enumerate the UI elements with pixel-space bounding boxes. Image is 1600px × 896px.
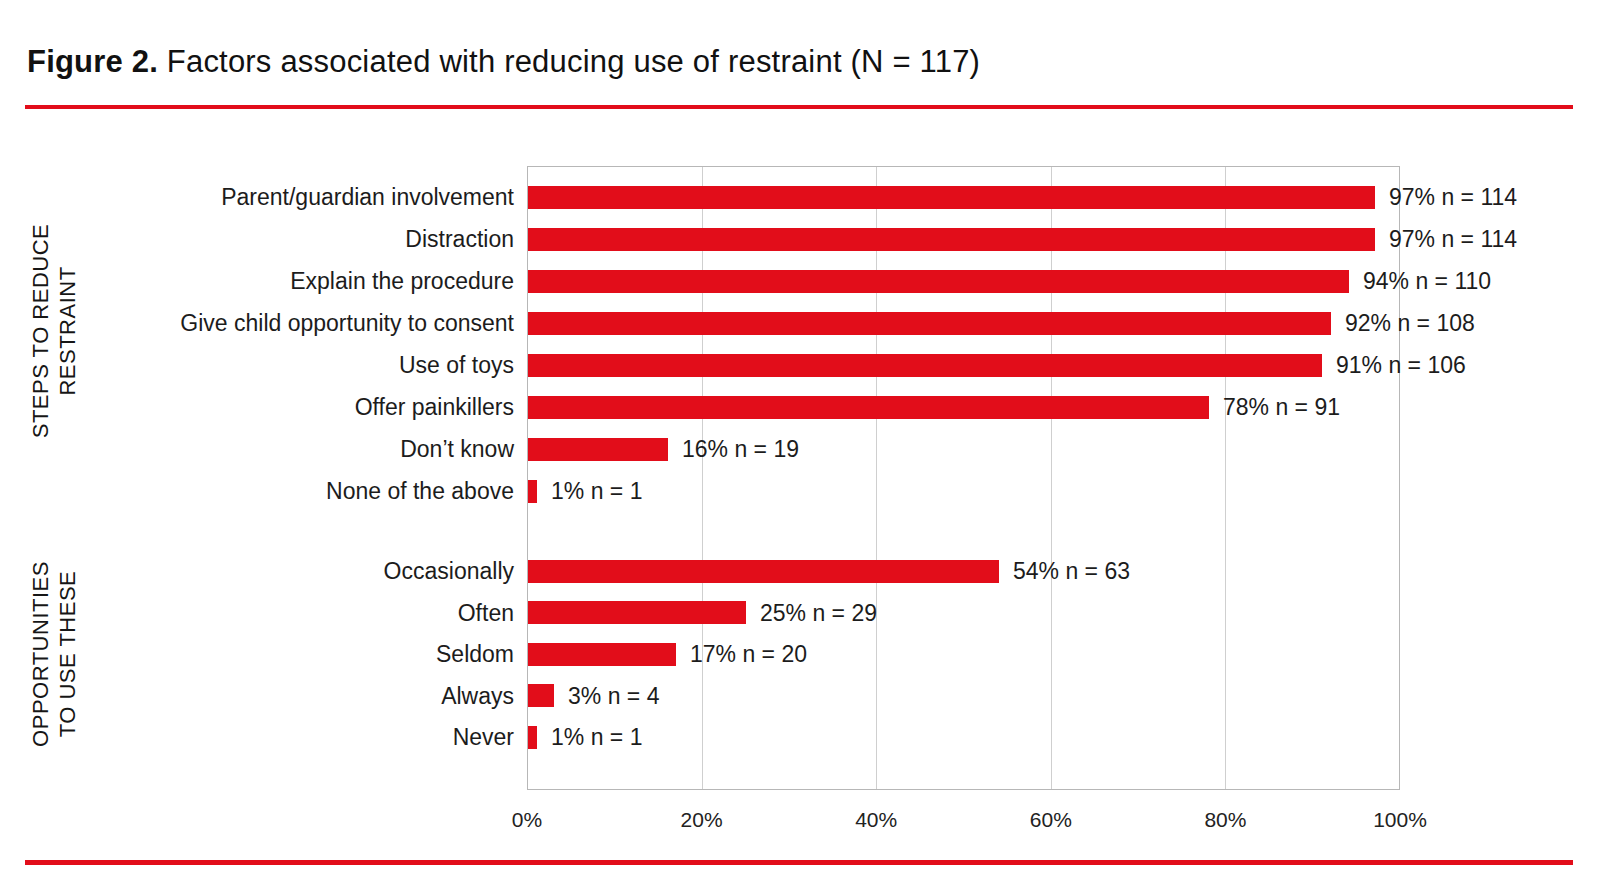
category-label: Use of toys bbox=[110, 349, 514, 381]
group-label-line: TO USE THESE bbox=[54, 561, 81, 747]
category-label: Distraction bbox=[110, 223, 514, 255]
bar-value-label: 54% n = 63 bbox=[1013, 555, 1130, 587]
x-tick-label: 40% bbox=[855, 807, 897, 833]
group-label-steps-to-reduce-restraint: STEPS TO REDUCE RESTRAINT bbox=[27, 224, 81, 439]
bar-value-label: 17% n = 20 bbox=[690, 638, 807, 670]
bar-value-label: 16% n = 19 bbox=[682, 433, 799, 465]
gridline bbox=[1225, 167, 1226, 789]
bar bbox=[528, 480, 537, 503]
group-label-line: STEPS TO REDUCE bbox=[27, 224, 54, 439]
gridline bbox=[876, 167, 877, 789]
bar bbox=[528, 228, 1375, 251]
figure-canvas: Figure 2. Factors associated with reduci… bbox=[0, 0, 1600, 896]
bar-value-label: 91% n = 106 bbox=[1336, 349, 1466, 381]
title-rule bbox=[25, 105, 1573, 109]
bar bbox=[528, 312, 1331, 335]
category-label: Never bbox=[110, 721, 514, 753]
category-label: Don’t know bbox=[110, 433, 514, 465]
x-tick-label: 80% bbox=[1204, 807, 1246, 833]
bar bbox=[528, 643, 676, 666]
gridline bbox=[702, 167, 703, 789]
category-label: Occasionally bbox=[110, 555, 514, 587]
bar bbox=[528, 270, 1349, 293]
bar-value-label: 1% n = 1 bbox=[551, 721, 642, 753]
x-tick-label: 0% bbox=[512, 807, 542, 833]
category-label: Parent/guardian involvement bbox=[110, 181, 514, 213]
gridline bbox=[1051, 167, 1052, 789]
figure-title-prefix: Figure 2. bbox=[27, 44, 158, 79]
x-tick-label: 20% bbox=[681, 807, 723, 833]
bottom-rule bbox=[25, 860, 1573, 865]
bar bbox=[528, 438, 668, 461]
bar bbox=[528, 396, 1209, 419]
bar-value-label: 94% n = 110 bbox=[1363, 265, 1491, 297]
x-tick-label: 100% bbox=[1373, 807, 1427, 833]
category-label: None of the above bbox=[110, 475, 514, 507]
figure-title-text: Factors associated with reducing use of … bbox=[158, 44, 980, 79]
bar-value-label: 97% n = 114 bbox=[1389, 223, 1517, 255]
group-label-opportunities-to-use-these: OPPORTUNITIES TO USE THESE bbox=[27, 561, 81, 747]
bar bbox=[528, 560, 999, 583]
bar bbox=[528, 354, 1322, 377]
group-label-line: RESTRAINT bbox=[54, 224, 81, 439]
x-tick-label: 60% bbox=[1030, 807, 1072, 833]
category-label: Always bbox=[110, 680, 514, 712]
bar-value-label: 3% n = 4 bbox=[568, 680, 659, 712]
bar bbox=[528, 726, 537, 749]
group-label-line: OPPORTUNITIES bbox=[27, 561, 54, 747]
bar bbox=[528, 186, 1375, 209]
bar bbox=[528, 601, 746, 624]
bar-value-label: 97% n = 114 bbox=[1389, 181, 1517, 213]
category-label: Explain the procedure bbox=[110, 265, 514, 297]
figure-title: Figure 2. Factors associated with reduci… bbox=[27, 44, 980, 80]
bar-value-label: 78% n = 91 bbox=[1223, 391, 1340, 423]
bar-value-label: 25% n = 29 bbox=[760, 597, 877, 629]
category-label: Seldom bbox=[110, 638, 514, 670]
bar bbox=[528, 684, 554, 707]
category-label: Often bbox=[110, 597, 514, 629]
category-label: Offer painkillers bbox=[110, 391, 514, 423]
bar-value-label: 1% n = 1 bbox=[551, 475, 642, 507]
category-label: Give child opportunity to consent bbox=[110, 307, 514, 339]
bar-value-label: 92% n = 108 bbox=[1345, 307, 1475, 339]
